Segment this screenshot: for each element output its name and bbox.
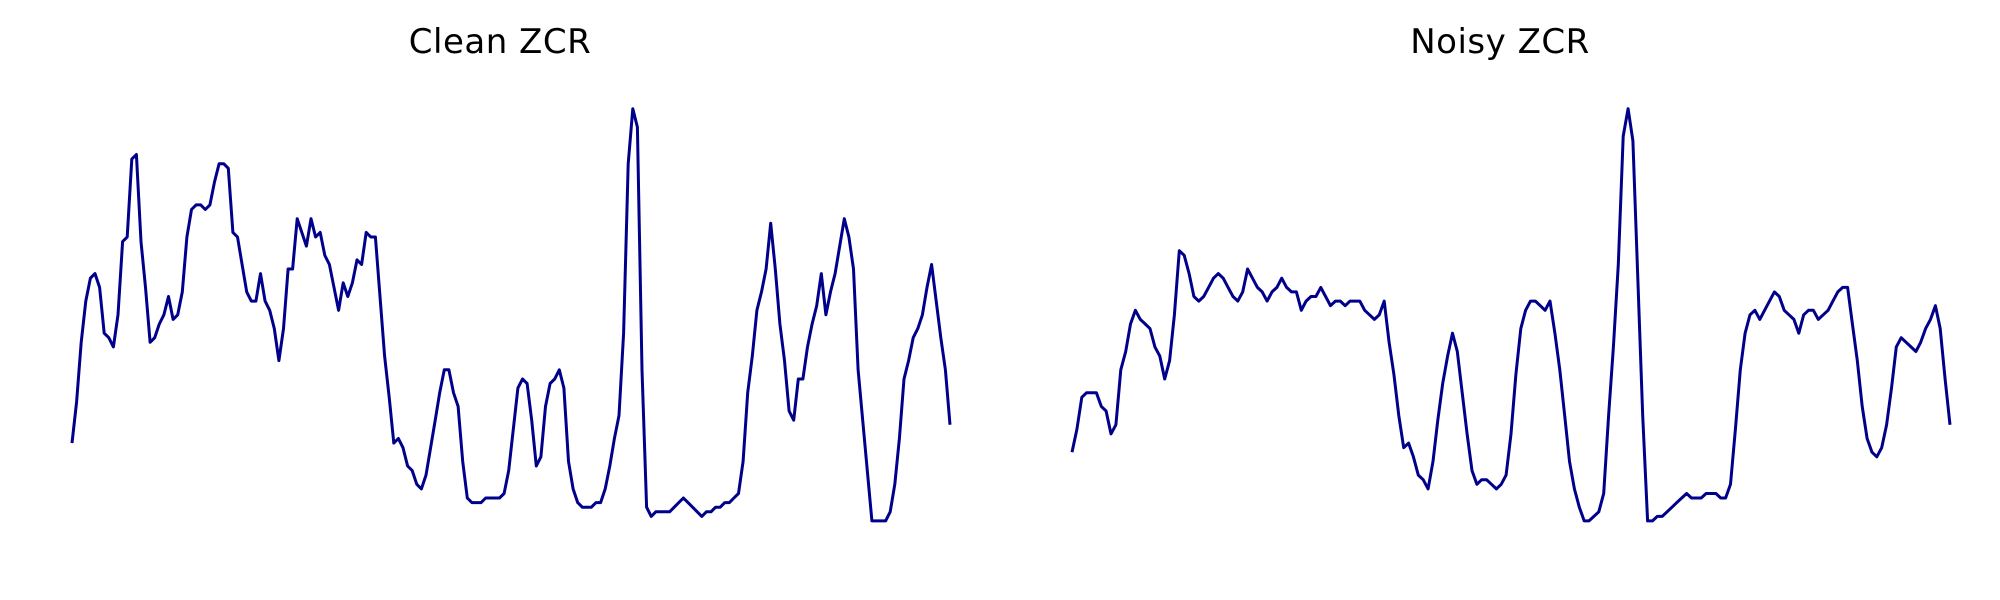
panel-clean: Clean ZCR — [70, 22, 952, 523]
chart-title: Clean ZCR — [408, 22, 592, 62]
series-line — [70, 107, 952, 523]
panel-noisy: Noisy ZCR — [1000, 0, 2000, 600]
clean-zcr-plot — [70, 107, 952, 523]
noisy-zcr-plot — [1070, 107, 1952, 523]
chart-title: Noisy ZCR — [1410, 22, 1590, 62]
series-line — [1070, 107, 1952, 523]
